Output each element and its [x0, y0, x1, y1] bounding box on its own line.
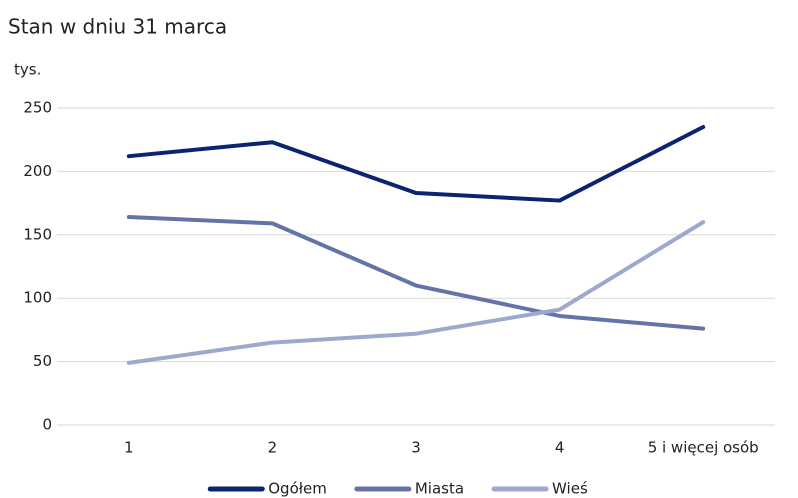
y-tick-label: 100 [23, 289, 52, 307]
chart-title: Stan w dniu 31 marca [8, 15, 227, 39]
x-tick-label: 4 [555, 439, 565, 457]
y-axis-label: tys. [14, 61, 41, 79]
legend-label: Wieś [552, 480, 588, 498]
y-tick-label: 150 [23, 225, 52, 243]
y-tick-label: 200 [23, 162, 52, 180]
line-series [126, 125, 706, 203]
line-series [126, 215, 706, 331]
x-tick-label: 3 [411, 439, 421, 457]
y-tick-label: 250 [23, 99, 52, 117]
line-series [126, 220, 706, 365]
y-tick-label: 0 [42, 416, 52, 434]
legend-label: Ogółem [268, 480, 327, 498]
y-tick-label: 50 [33, 352, 52, 370]
legend-label: Miasta [415, 480, 464, 498]
x-tick-label: 2 [268, 439, 278, 457]
x-tick-label: 1 [124, 439, 134, 457]
x-tick-label: 5 i więcej osób [648, 439, 759, 457]
